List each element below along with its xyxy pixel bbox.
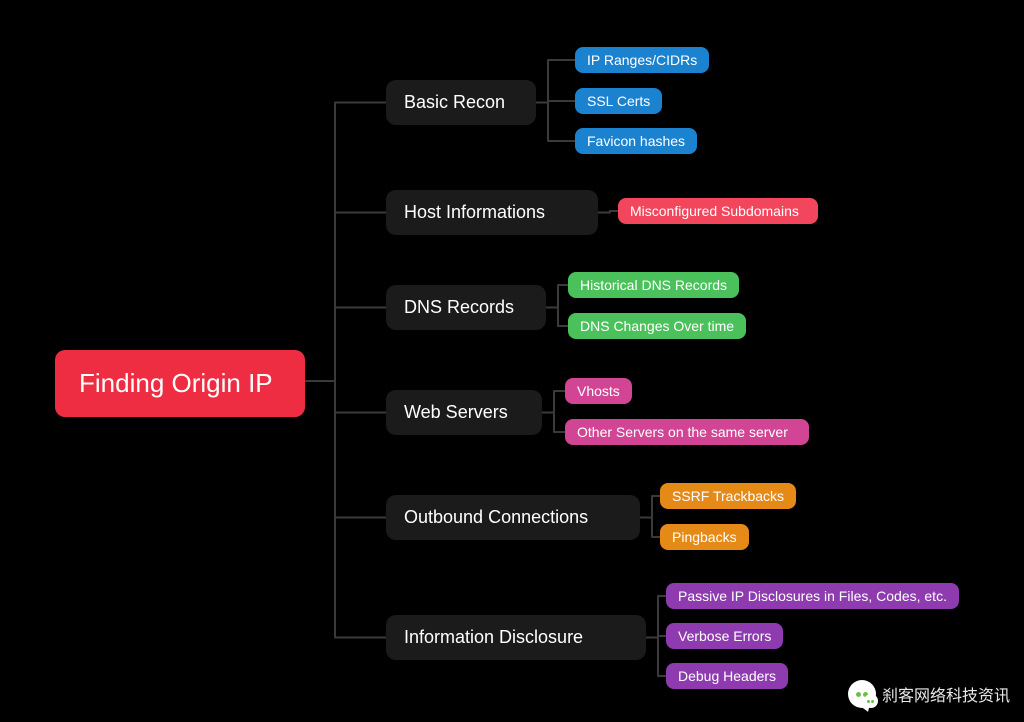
branch-node: DNS Records [386,285,546,330]
watermark: 刹客网络科技资讯 [848,680,1010,708]
leaf-node: Other Servers on the same server [565,419,809,445]
leaf-node: DNS Changes Over time [568,313,746,339]
root-node: Finding Origin IP [55,350,305,417]
leaf-node: Debug Headers [666,663,788,689]
leaf-node: IP Ranges/CIDRs [575,47,709,73]
branch-node: Outbound Connections [386,495,640,540]
leaf-node: Verbose Errors [666,623,783,649]
leaf-node: Vhosts [565,378,632,404]
leaf-node: Pingbacks [660,524,749,550]
leaf-node: Favicon hashes [575,128,697,154]
leaf-node: SSRF Trackbacks [660,483,796,509]
branch-node: Basic Recon [386,80,536,125]
leaf-node: SSL Certs [575,88,662,114]
mindmap-stage: 刹客网络科技资讯 Finding Origin IP Basic Recon IP … [0,0,1024,722]
branch-node: Host Informations [386,190,598,235]
leaf-node: Misconfigured Subdomains [618,198,818,224]
branch-node: Web Servers [386,390,542,435]
watermark-text: 刹客网络科技资讯 [882,682,1010,706]
leaf-node: Historical DNS Records [568,272,739,298]
branch-node: Information Disclosure [386,615,646,660]
leaf-node: Passive IP Disclosures in Files, Codes, … [666,583,959,609]
